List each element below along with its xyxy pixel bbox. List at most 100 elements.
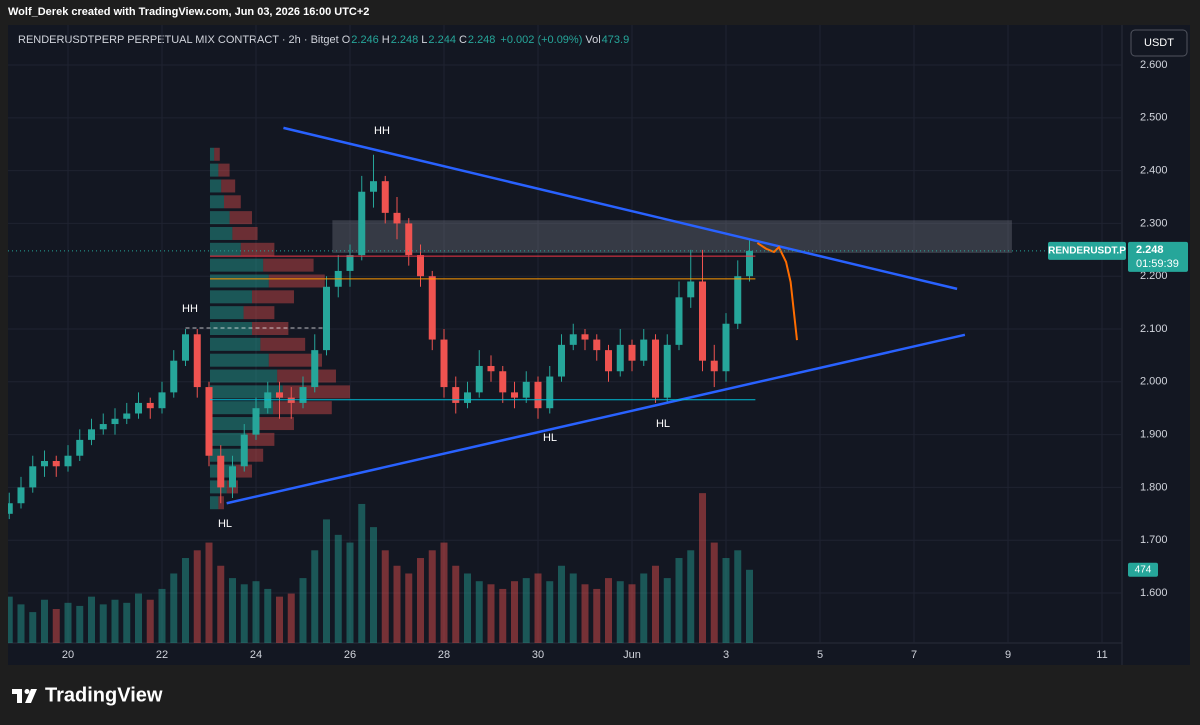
profile-down — [229, 211, 252, 225]
legend-label: H — [382, 34, 390, 46]
legend-label: Vol — [585, 34, 600, 46]
currency-label[interactable]: USDT — [1144, 37, 1174, 49]
profile-down — [263, 258, 314, 272]
candle-body — [135, 402, 142, 414]
profile-up — [209, 369, 278, 383]
candle-body — [370, 181, 377, 192]
volume-bar — [746, 569, 753, 643]
symbol-tag: RENDERUSDT.P — [1048, 246, 1126, 257]
profile-up — [209, 337, 261, 351]
volume-bar — [546, 581, 554, 643]
legend-value: 473.9 — [602, 34, 630, 46]
candle-body — [440, 339, 448, 388]
resistance-zone — [332, 220, 1012, 253]
volume-bar — [593, 588, 601, 643]
candle-body — [252, 408, 260, 435]
candle-body — [158, 392, 166, 409]
volume-bar — [358, 503, 366, 643]
candle-body — [217, 455, 225, 488]
volume-bar — [111, 599, 119, 643]
x-tick-label: 24 — [250, 649, 262, 661]
volume-bar — [710, 542, 718, 643]
profile-down — [218, 163, 230, 177]
candle-body — [264, 392, 272, 409]
annotation: HH — [374, 125, 390, 137]
profile-up — [209, 163, 219, 177]
x-tick-label: 30 — [532, 649, 544, 661]
candle-body — [663, 344, 671, 398]
volume-bar — [193, 550, 201, 643]
candle-body — [417, 255, 424, 277]
attribution: Wolf_Derek created with TradingView.com,… — [8, 6, 369, 18]
volume-bar — [252, 581, 260, 643]
candle-body — [581, 334, 589, 340]
legend-label: L — [421, 34, 427, 46]
volume-bar — [452, 565, 460, 643]
profile-up — [209, 258, 264, 272]
candle-body — [652, 339, 659, 398]
profile-up — [209, 496, 219, 510]
profile-up — [209, 322, 252, 336]
currency-button[interactable] — [1130, 29, 1188, 57]
candle-body — [475, 365, 483, 393]
profile-down — [223, 195, 241, 209]
volume-bar — [722, 558, 730, 643]
candle-body — [687, 281, 695, 298]
candle-body — [52, 461, 60, 467]
profile-up — [209, 242, 241, 256]
candle-body — [699, 281, 706, 361]
volume-bar — [182, 558, 189, 643]
profile-down — [246, 432, 275, 446]
candle-body — [722, 323, 730, 372]
y-tick-label: 1.600 — [1140, 587, 1168, 599]
candle-body — [99, 424, 107, 430]
candle-body — [346, 255, 354, 271]
candle-body — [558, 344, 565, 377]
x-tick-label: Jun — [623, 649, 641, 661]
candle-body — [287, 397, 295, 403]
profile-up — [209, 195, 224, 209]
volume-bar — [687, 550, 695, 643]
volume-bar — [17, 604, 25, 643]
volume-bar — [370, 527, 377, 643]
volume-bar — [205, 542, 213, 643]
profile-down — [282, 385, 350, 399]
profile-up — [209, 401, 273, 415]
profile-down — [251, 290, 294, 304]
profile-up — [209, 226, 233, 240]
volume-bar — [29, 612, 37, 643]
volume-bar — [522, 578, 530, 643]
profile-down — [243, 306, 275, 320]
volume-bar — [217, 565, 225, 643]
volume-bar — [393, 565, 401, 643]
brand: TradingView — [45, 684, 163, 706]
y-tick-label: 1.700 — [1140, 534, 1168, 546]
profile-up — [209, 448, 241, 462]
candle-body — [675, 297, 683, 345]
volume-bar — [499, 588, 507, 643]
profile-down — [254, 417, 294, 431]
volume-bar — [417, 558, 424, 643]
annotation: HL — [656, 418, 670, 430]
candle-body — [428, 276, 436, 340]
candle-body — [452, 387, 460, 403]
volume-bar — [240, 584, 248, 643]
volume-bar — [440, 542, 448, 643]
candle-body — [605, 350, 612, 372]
legend-label: C — [459, 34, 467, 46]
x-tick-label: 11 — [1096, 649, 1107, 661]
annotation: HL — [218, 518, 232, 530]
volume-bar — [229, 578, 236, 643]
candle-body — [311, 350, 319, 388]
volume-tag: 474 — [1135, 564, 1152, 575]
candle-body — [405, 223, 413, 256]
candle-body — [8, 503, 13, 514]
x-tick-label: 7 — [911, 649, 917, 661]
volume-bar — [675, 558, 683, 643]
x-tick-label: 5 — [817, 649, 823, 661]
candle-body — [546, 376, 554, 409]
candle-body — [381, 181, 389, 213]
volume-bar — [170, 573, 178, 643]
profile-up — [209, 385, 283, 399]
volume-bar — [464, 573, 471, 643]
